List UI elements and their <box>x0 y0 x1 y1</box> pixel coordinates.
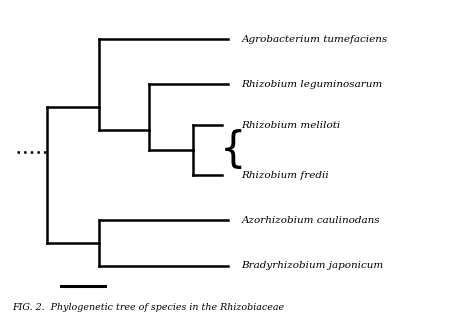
Text: Rhizobium meliloti: Rhizobium meliloti <box>241 121 341 130</box>
Text: {: { <box>219 129 246 171</box>
Text: FIG. 2.  Phylogenetic tree of species in the Rhizobiaceae: FIG. 2. Phylogenetic tree of species in … <box>12 303 284 312</box>
Text: Azorhizobium caulinodans: Azorhizobium caulinodans <box>241 216 380 225</box>
Text: Agrobacterium tumefaciens: Agrobacterium tumefaciens <box>241 35 388 44</box>
Text: Rhizobium leguminosarum: Rhizobium leguminosarum <box>241 80 383 89</box>
Text: Bradyrhizobium japonicum: Bradyrhizobium japonicum <box>241 261 383 270</box>
Text: Rhizobium fredii: Rhizobium fredii <box>241 171 329 180</box>
